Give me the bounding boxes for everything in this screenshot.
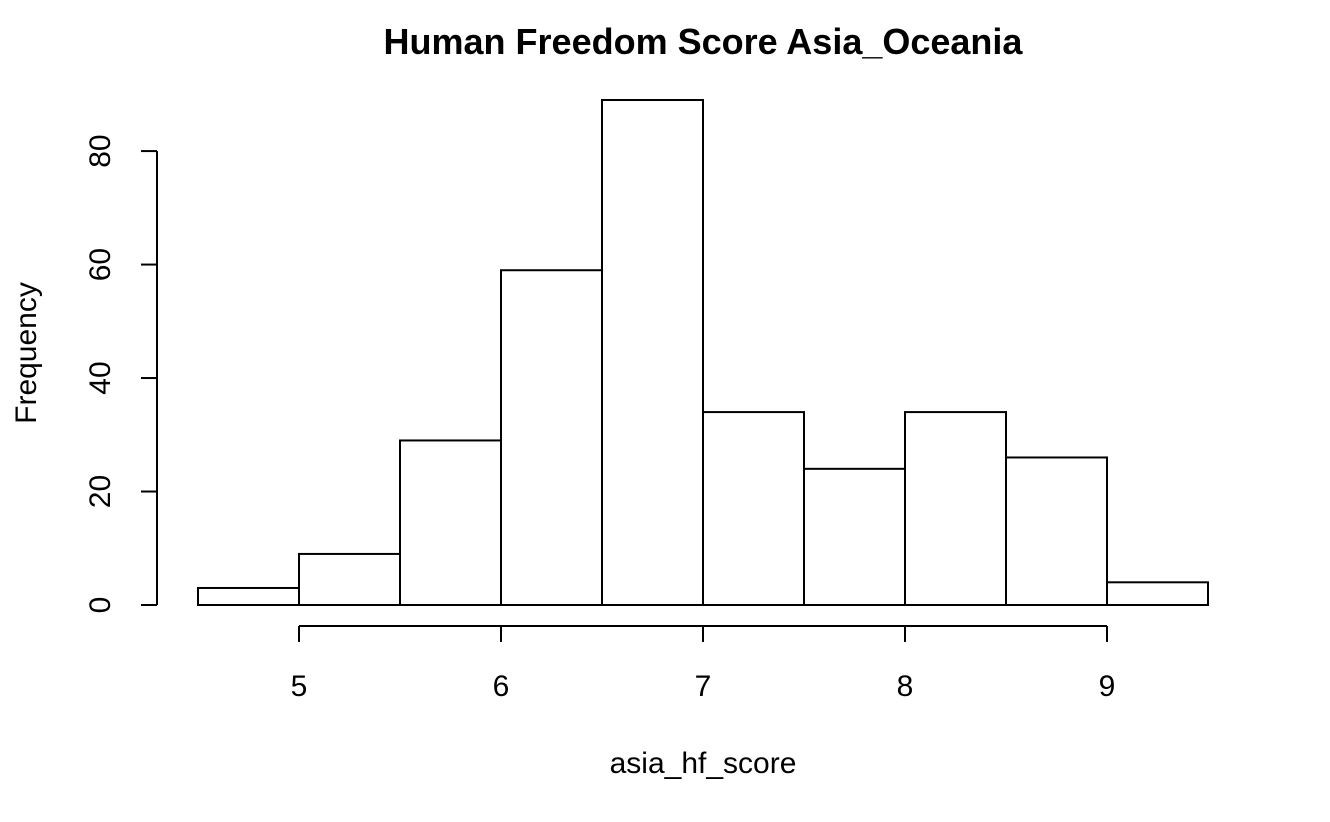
y-axis: 0 20 40 60 80: [84, 134, 158, 614]
histogram-bar-7: [803, 467, 906, 606]
x-tick-label: 9: [1099, 670, 1116, 703]
x-axis: 5 6 7 8 9: [291, 625, 1116, 703]
x-tick-label: 5: [291, 670, 308, 703]
y-tick-label: 0: [84, 597, 117, 614]
histogram-bar-3: [399, 439, 502, 607]
x-axis-label: asia_hf_score: [610, 747, 797, 780]
histogram-bar-9: [1005, 456, 1108, 607]
histogram-bar-6: [702, 411, 805, 607]
y-tick-label: 80: [84, 134, 117, 167]
histogram-bar-1: [197, 586, 300, 607]
y-axis-label: Frequency: [10, 282, 43, 424]
chart-title: Human Freedom Score Asia_Oceania: [384, 21, 1024, 62]
histogram-bar-4: [500, 269, 603, 606]
y-tick-label: 20: [84, 475, 117, 508]
x-tick-label: 6: [493, 670, 510, 703]
histogram-bar-2: [298, 552, 401, 607]
y-tick-label: 60: [84, 248, 117, 281]
bars-group: [197, 99, 1209, 607]
histogram-bar-5: [601, 99, 704, 606]
y-tick-label: 40: [84, 361, 117, 394]
histogram-bar-8: [904, 411, 1007, 607]
x-tick-label: 8: [897, 670, 914, 703]
histogram-bar-10: [1106, 581, 1209, 607]
x-tick-label: 7: [695, 670, 712, 703]
